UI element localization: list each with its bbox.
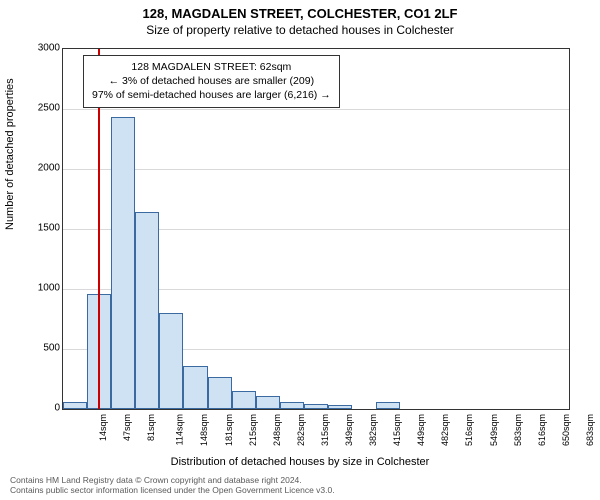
histogram-bar: [159, 313, 183, 409]
x-tick-label: 349sqm: [344, 414, 354, 446]
x-tick-label: 282sqm: [296, 414, 306, 446]
histogram-bar: [328, 405, 352, 409]
histogram-bar: [183, 366, 207, 409]
x-tick-label: 81sqm: [146, 414, 156, 441]
histogram-bar: [304, 404, 328, 409]
y-axis-label: Number of detached properties: [4, 78, 16, 230]
gridline: [63, 109, 569, 110]
x-tick-label: 382sqm: [368, 414, 378, 446]
x-tick-label: 47sqm: [122, 414, 132, 441]
histogram-bar: [376, 402, 400, 409]
x-tick-label: 683sqm: [585, 414, 595, 446]
x-tick-label: 482sqm: [440, 414, 450, 446]
x-tick-label: 415sqm: [392, 414, 402, 446]
x-tick-label: 583sqm: [513, 414, 523, 446]
x-tick-label: 248sqm: [272, 414, 282, 446]
footer-line-2: Contains public sector information licen…: [10, 485, 335, 496]
x-tick-label: 549sqm: [489, 414, 499, 446]
x-tick-label: 114sqm: [175, 414, 185, 445]
x-tick-label: 315sqm: [320, 414, 330, 446]
chart-subtitle: Size of property relative to detached ho…: [0, 21, 600, 37]
histogram-bar: [280, 402, 304, 409]
y-tick-label: 0: [20, 403, 60, 414]
y-tick-label: 2000: [20, 163, 60, 174]
x-tick-label: 449sqm: [416, 414, 426, 446]
x-tick-label: 616sqm: [537, 414, 547, 446]
x-axis-label: Distribution of detached houses by size …: [0, 456, 600, 468]
y-tick-label: 1000: [20, 283, 60, 294]
footer-attribution: Contains HM Land Registry data © Crown c…: [10, 475, 335, 496]
histogram-bar: [208, 377, 232, 409]
y-tick-label: 2500: [20, 103, 60, 114]
y-tick-label: 1500: [20, 223, 60, 234]
x-tick-label: 215sqm: [248, 414, 258, 446]
histogram-bar: [232, 391, 256, 409]
info-line-3: 97% of semi-detached houses are larger (…: [92, 88, 331, 102]
chart-container: 128, MAGDALEN STREET, COLCHESTER, CO1 2L…: [0, 0, 600, 500]
info-line-1: 128 MAGDALEN STREET: 62sqm: [92, 60, 331, 74]
gridline: [63, 169, 569, 170]
y-tick-label: 500: [20, 343, 60, 354]
histogram-bar: [256, 396, 280, 409]
page-title: 128, MAGDALEN STREET, COLCHESTER, CO1 2L…: [0, 0, 600, 21]
x-tick-label: 148sqm: [199, 414, 209, 446]
x-tick-label: 650sqm: [561, 414, 571, 446]
info-line-2: ← 3% of detached houses are smaller (209…: [92, 74, 331, 88]
x-tick-label: 14sqm: [98, 414, 108, 441]
info-box: 128 MAGDALEN STREET: 62sqm← 3% of detach…: [83, 55, 340, 108]
x-tick-label: 181sqm: [224, 414, 234, 446]
plot-area: 128 MAGDALEN STREET: 62sqm← 3% of detach…: [62, 48, 570, 410]
histogram-bar: [135, 212, 159, 409]
x-tick-label: 516sqm: [465, 414, 475, 446]
footer-line-1: Contains HM Land Registry data © Crown c…: [10, 475, 335, 486]
histogram-bar: [111, 117, 135, 409]
y-tick-label: 3000: [20, 43, 60, 54]
histogram-bar: [63, 402, 87, 409]
